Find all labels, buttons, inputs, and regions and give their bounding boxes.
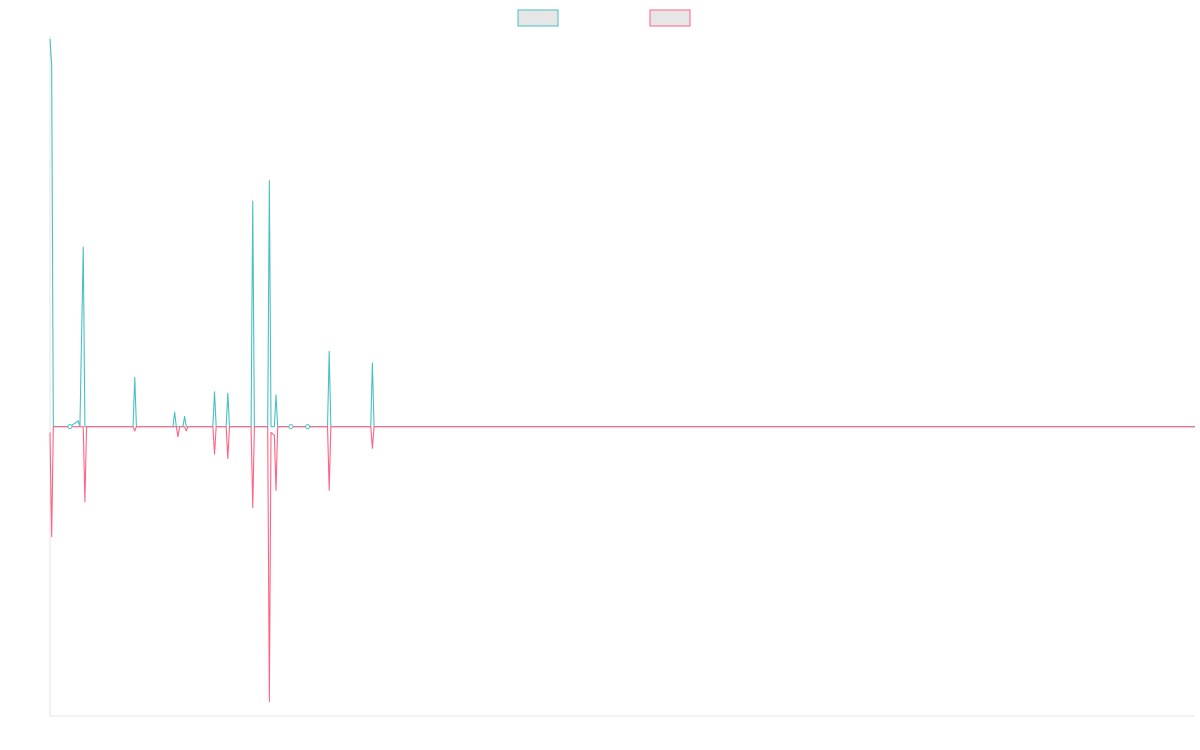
- data-markers: [67, 424, 311, 430]
- series-line-1: [49, 426, 1195, 703]
- axes: [49, 36, 1195, 717]
- data-point-0: [67, 424, 73, 430]
- data-point-1: [288, 424, 294, 430]
- legend-item-0[interactable]: [517, 9, 559, 27]
- series-line-0: [49, 38, 1195, 428]
- legend-item-1[interactable]: [649, 9, 691, 27]
- legend: [517, 9, 691, 27]
- data-point-2: [305, 424, 311, 430]
- series-lines: [49, 38, 1195, 703]
